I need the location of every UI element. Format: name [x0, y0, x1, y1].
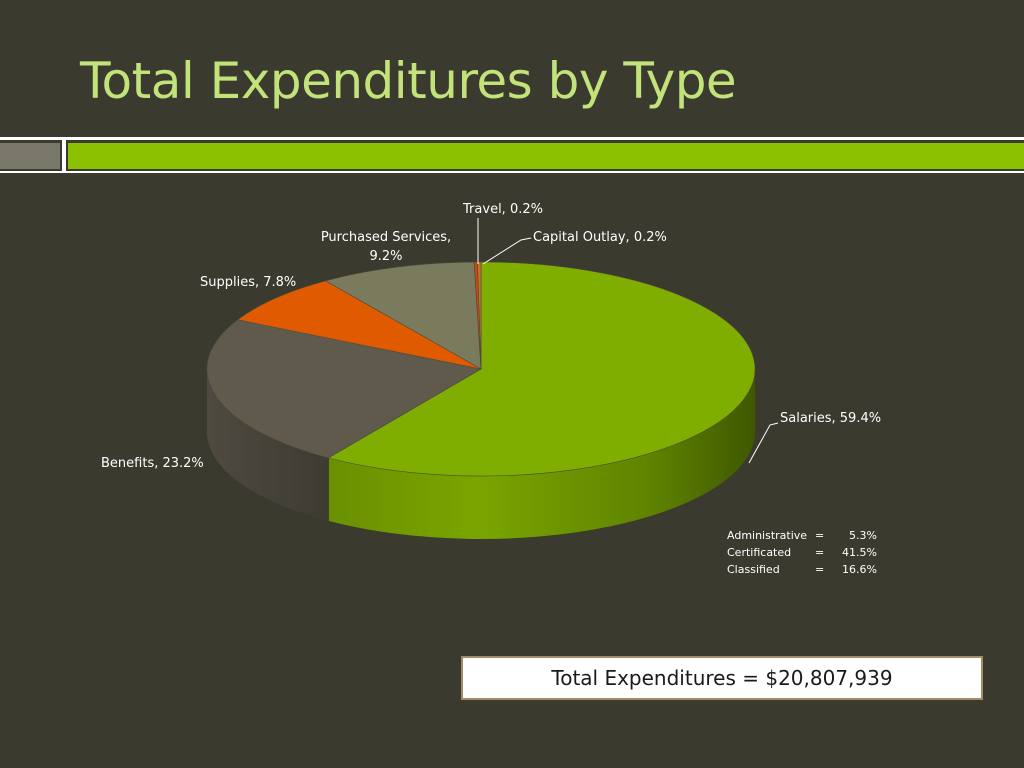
pie-slice-purchased-services — [324, 261, 482, 370]
total-expenditures-box: Total Expenditures = $20,807,939 — [461, 656, 983, 700]
breakdown-equals: = — [815, 563, 825, 576]
accent-bar-green — [68, 143, 1024, 169]
slide-title: Total Expenditures by Type — [80, 52, 737, 110]
label-capital-outlay: Capital Outlay, 0.2% — [533, 230, 667, 245]
accent-block-gray — [0, 143, 60, 169]
label-salaries: Salaries, 59.4% — [780, 411, 881, 426]
pie-slice-supplies — [236, 280, 482, 370]
label-travel: Travel, 0.2% — [462, 202, 543, 217]
label-supplies: Supplies, 7.8% — [200, 275, 296, 290]
salaries-breakdown: Administrative = 5.3% Certificated = 41.… — [727, 527, 877, 578]
breakdown-equals: = — [815, 546, 825, 559]
bottom-divider — [0, 171, 1024, 173]
top-divider — [0, 137, 1024, 140]
pie-slice-salaries — [327, 261, 756, 477]
breakdown-row-classified: Classified = 16.6% — [727, 561, 877, 578]
breakdown-percent: 5.3% — [849, 529, 877, 542]
breakdown-name: Administrative — [727, 529, 808, 542]
breakdown-name: Certificated — [727, 546, 792, 559]
pie-side-benefits — [207, 369, 329, 521]
label-benefits: Benefits, 23.2% — [101, 456, 204, 471]
pie-side-salaries — [328, 369, 755, 539]
label-purchased-services-line1: Purchased Services, — [321, 230, 451, 245]
salaries-leader-line — [748, 422, 779, 464]
breakdown-percent: 41.5% — [842, 546, 877, 559]
breakdown-equals: = — [815, 529, 825, 542]
label-purchased-services-line2: 9.2% — [369, 249, 402, 264]
pie-slices — [206, 261, 756, 477]
breakdown-row-certificated: Certificated = 41.5% — [727, 544, 877, 561]
pie-side-walls — [207, 369, 755, 539]
breakdown-percent: 16.6% — [842, 563, 877, 576]
breakdown-name: Classified — [727, 563, 780, 576]
accent-separator — [62, 140, 66, 171]
capital-outlay-leader-line — [482, 237, 532, 265]
breakdown-row-administrative: Administrative = 5.3% — [727, 527, 877, 544]
pie-slice-benefits — [206, 319, 482, 459]
